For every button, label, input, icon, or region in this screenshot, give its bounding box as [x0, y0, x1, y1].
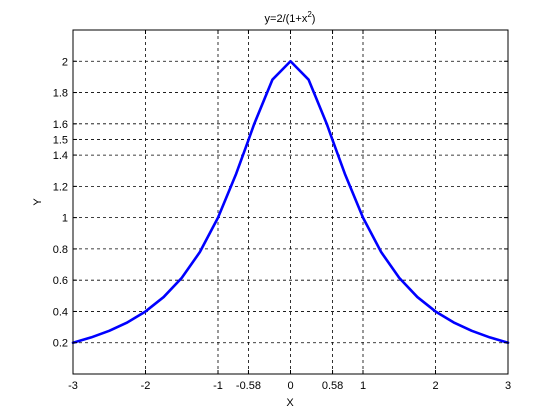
x-tick-label: 0.58: [322, 380, 343, 392]
x-tick-label: -1: [213, 380, 223, 392]
y-tick-label: 1.5: [53, 134, 68, 146]
x-axis-label: X: [286, 397, 294, 409]
tick-marks: [72, 30, 509, 374]
x-tick-labels: -3 -2 -1 -0.58 0 0.58 1 2 3: [68, 380, 511, 392]
y-tick-label: 2: [62, 56, 68, 68]
y-tick-label: 0.6: [53, 275, 68, 287]
plot-area: [72, 29, 509, 375]
series-line-0: [71, 59, 510, 345]
y-axis-label: Y: [32, 198, 44, 206]
y-tick-labels: 0.2 0.4 0.6 0.8 1 1.2 1.4 1.5 1.6 1.8 2: [53, 56, 68, 349]
chart-title: y=2/(1+x2): [265, 10, 316, 25]
y-tick-label: 0.8: [53, 244, 68, 256]
y-tick-label: 1.8: [53, 88, 68, 100]
x-tick-label: 2: [432, 380, 438, 392]
x-tick-label: 1: [360, 380, 366, 392]
x-tick-label: 0: [287, 380, 293, 392]
y-tick-label: 1.6: [53, 119, 68, 131]
x-tick-label: -2: [141, 380, 151, 392]
x-tick-label: -0.58: [236, 380, 261, 392]
x-tick-label: -3: [68, 380, 78, 392]
y-tick-label: 0.4: [53, 306, 68, 318]
y-tick-label: 1.2: [53, 181, 68, 193]
y-tick-label: 1: [62, 213, 68, 225]
y-tick-label: 1.4: [53, 150, 68, 162]
series-layer: [71, 59, 510, 345]
y-tick-label: 0.2: [53, 338, 68, 350]
x-tick-label: 3: [505, 380, 511, 392]
